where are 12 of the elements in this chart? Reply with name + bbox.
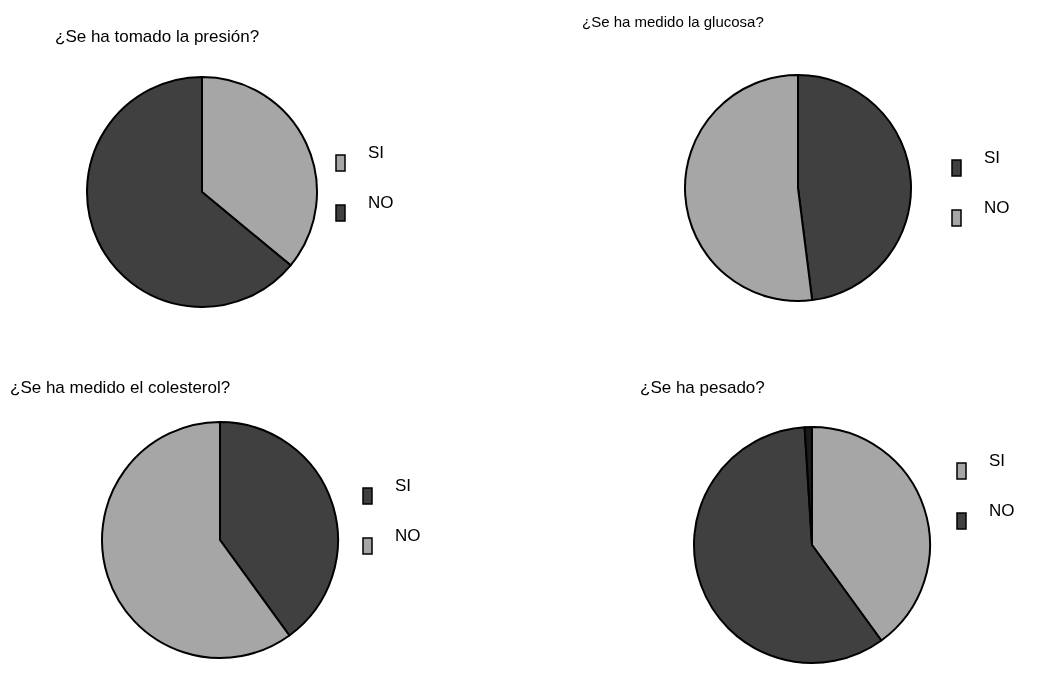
legend-label: NO bbox=[395, 526, 421, 545]
legend-label: SI bbox=[984, 148, 1001, 167]
legend-label: SI bbox=[395, 476, 412, 495]
chart-title: ¿Se ha pesado? bbox=[640, 378, 765, 397]
legend-label: NO bbox=[989, 501, 1015, 520]
legend-label: NO bbox=[368, 193, 394, 212]
legend-label: SI bbox=[368, 143, 385, 162]
chart-title: ¿Se ha medido el colesterol? bbox=[10, 378, 231, 397]
chart-title: ¿Se ha medido la glucosa? bbox=[582, 13, 764, 30]
legend-label: SI bbox=[989, 451, 1006, 470]
legend-label: NO bbox=[984, 198, 1010, 217]
chart-title: ¿Se ha tomado la presión? bbox=[55, 27, 260, 46]
